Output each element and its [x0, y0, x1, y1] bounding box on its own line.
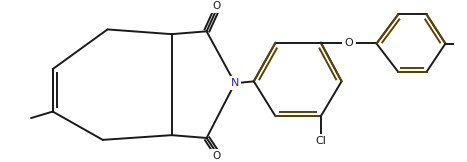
Text: O: O	[212, 1, 220, 11]
Text: O: O	[212, 151, 220, 161]
Text: O: O	[344, 38, 353, 48]
Text: Cl: Cl	[315, 136, 326, 146]
Text: N: N	[231, 78, 239, 88]
